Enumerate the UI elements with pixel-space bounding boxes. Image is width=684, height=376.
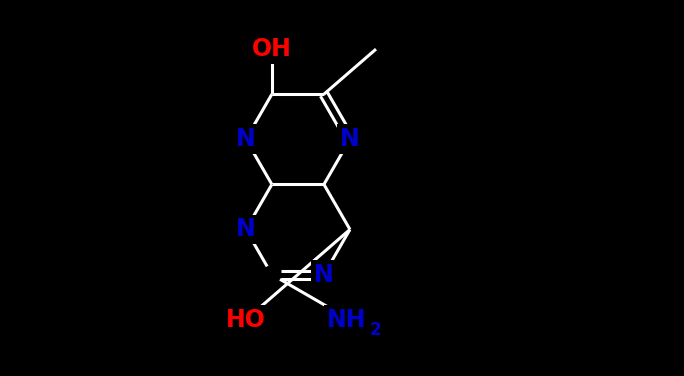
Text: 2: 2 [369,321,381,340]
Text: NH: NH [326,308,366,332]
Text: N: N [314,262,334,287]
Text: HO: HO [226,308,266,332]
Text: N: N [236,217,256,241]
Text: N: N [236,127,256,151]
Text: OH: OH [252,37,292,61]
Text: N: N [340,127,360,151]
